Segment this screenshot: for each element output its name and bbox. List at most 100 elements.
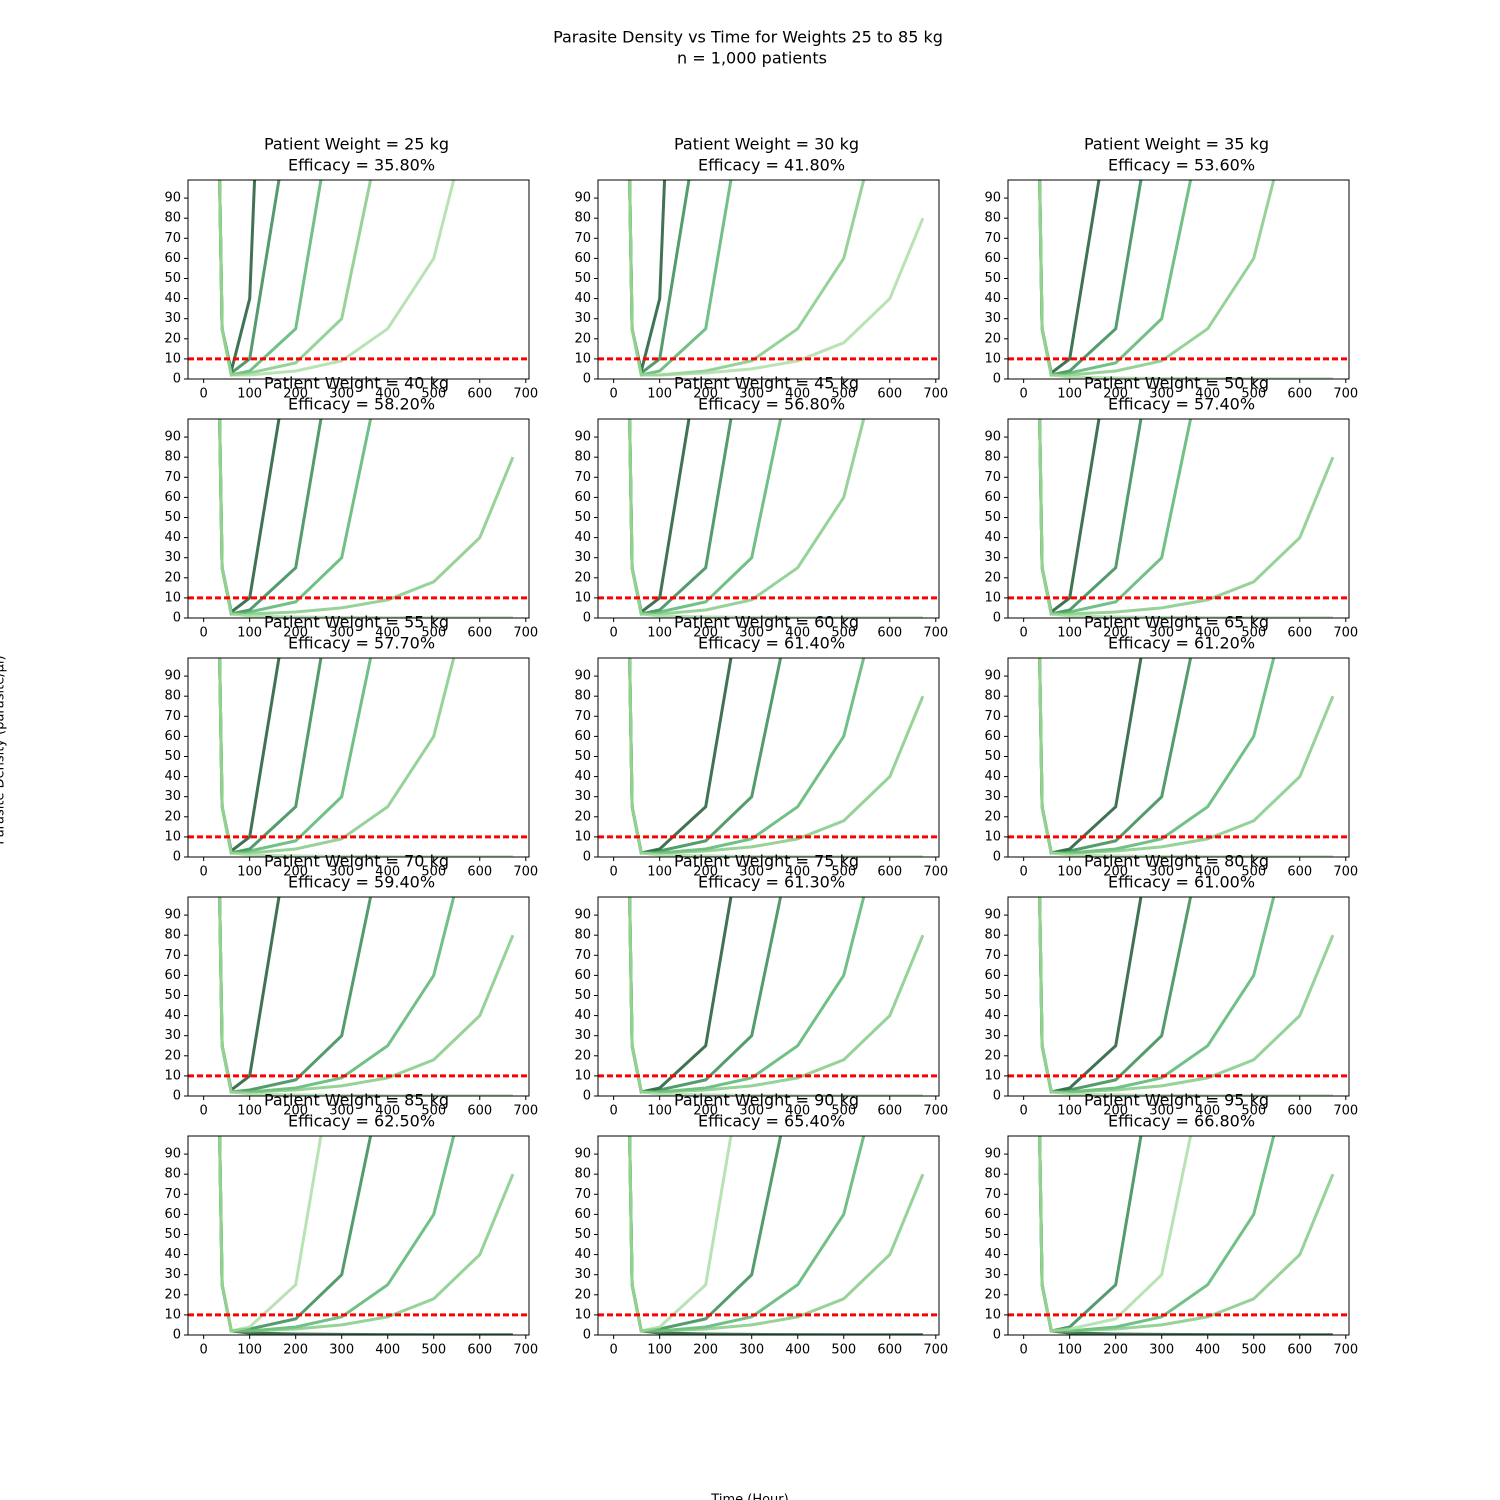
x-tick-label: 700 bbox=[513, 626, 538, 641]
x-tick-label: 100 bbox=[1057, 1104, 1082, 1119]
x-tick-label: 700 bbox=[923, 865, 948, 880]
x-tick-label: 600 bbox=[877, 626, 902, 641]
x-tick-label: 500 bbox=[1241, 865, 1266, 880]
subplot-subtitle: Efficacy = 57.40% bbox=[1108, 395, 1255, 414]
patient-curve bbox=[218, 658, 513, 857]
y-tick-label: 80 bbox=[164, 689, 181, 704]
y-tick-label: 0 bbox=[583, 1089, 591, 1104]
y-tick-label: 90 bbox=[574, 191, 591, 206]
y-tick-label: 50 bbox=[984, 510, 1001, 525]
patient-curve bbox=[218, 419, 323, 616]
subplot-subtitle: Efficacy = 35.80% bbox=[288, 156, 435, 175]
subplot-title: Patient Weight = 30 kg bbox=[674, 135, 859, 154]
y-tick-label: 60 bbox=[164, 968, 181, 983]
y-tick-label: 10 bbox=[574, 590, 591, 605]
x-tick-label: 200 bbox=[283, 1104, 308, 1119]
x-tick-label: 100 bbox=[1057, 1343, 1082, 1358]
patient-curve bbox=[218, 658, 281, 854]
x-tick-label: 600 bbox=[467, 626, 492, 641]
subplot-title: Patient Weight = 90 kg bbox=[674, 1091, 859, 1110]
y-tick-label: 80 bbox=[574, 928, 591, 943]
x-tick-label: 500 bbox=[421, 865, 446, 880]
y-tick-label: 60 bbox=[984, 729, 1001, 744]
y-tick-label: 80 bbox=[984, 689, 1001, 704]
y-tick-label: 80 bbox=[984, 450, 1001, 465]
y-tick-label: 20 bbox=[984, 809, 1001, 824]
figure-title: Parasite Density vs Time for Weights 25 … bbox=[553, 28, 943, 47]
y-tick-label: 90 bbox=[164, 1147, 181, 1162]
y-tick-label: 10 bbox=[984, 1068, 1001, 1083]
x-tick-label: 500 bbox=[1241, 1343, 1266, 1358]
subplot-subtitle: Efficacy = 56.80% bbox=[698, 395, 845, 414]
patient-curve bbox=[628, 658, 925, 855]
y-tick-label: 80 bbox=[574, 689, 591, 704]
y-tick-label: 0 bbox=[173, 1089, 181, 1104]
axes-frame bbox=[597, 179, 940, 380]
y-tick-label: 10 bbox=[984, 351, 1001, 366]
y-tick-label: 50 bbox=[164, 1227, 181, 1242]
subplot-title: Patient Weight = 65 kg bbox=[1084, 613, 1269, 632]
x-tick-label: 700 bbox=[923, 626, 948, 641]
x-tick-label: 500 bbox=[831, 865, 856, 880]
subplot-subtitle: Efficacy = 57.70% bbox=[288, 634, 435, 653]
axes-frame bbox=[1007, 1135, 1350, 1336]
y-tick-label: 90 bbox=[984, 1147, 1001, 1162]
y-tick-label: 60 bbox=[574, 729, 591, 744]
x-tick-label: 400 bbox=[1195, 1104, 1220, 1119]
y-tick-label: 80 bbox=[164, 211, 181, 226]
y-tick-label: 50 bbox=[164, 510, 181, 525]
y-tick-label: 40 bbox=[164, 530, 181, 545]
y-tick-label: 90 bbox=[984, 191, 1001, 206]
patient-curve bbox=[1038, 180, 1101, 376]
x-tick-label: 600 bbox=[877, 387, 902, 402]
y-tick-label: 10 bbox=[984, 829, 1001, 844]
x-tick-label: 300 bbox=[1149, 865, 1174, 880]
y-tick-label: 40 bbox=[164, 1008, 181, 1023]
x-tick-label: 400 bbox=[785, 1343, 810, 1358]
patient-curve bbox=[628, 1136, 925, 1333]
y-tick-label: 30 bbox=[164, 311, 181, 326]
y-tick-label: 80 bbox=[984, 211, 1001, 226]
x-tick-label: 200 bbox=[283, 387, 308, 402]
y-tick-label: 90 bbox=[164, 430, 181, 445]
y-tick-label: 50 bbox=[574, 1227, 591, 1242]
plot-area bbox=[1008, 658, 1349, 857]
x-tick-label: 100 bbox=[1057, 865, 1082, 880]
y-tick-label: 70 bbox=[574, 709, 591, 724]
figure-subtitle: n = 1,000 patients bbox=[677, 49, 827, 68]
patient-curve bbox=[218, 658, 456, 855]
x-tick-label: 300 bbox=[1149, 1104, 1174, 1119]
x-tick-label: 100 bbox=[237, 626, 262, 641]
y-tick-label: 60 bbox=[164, 490, 181, 505]
x-tick-label: 0 bbox=[200, 626, 208, 641]
axes-frame bbox=[597, 418, 940, 619]
patient-curve bbox=[628, 419, 733, 616]
patient-curve bbox=[1038, 658, 1193, 855]
x-tick-label: 0 bbox=[610, 387, 618, 402]
x-tick-label: 0 bbox=[610, 1343, 618, 1358]
y-tick-label: 20 bbox=[164, 331, 181, 346]
y-tick-label: 50 bbox=[164, 988, 181, 1003]
y-tick-label: 90 bbox=[574, 908, 591, 923]
y-tick-label: 20 bbox=[164, 570, 181, 585]
y-tick-label: 70 bbox=[164, 1187, 181, 1202]
subplot-subtitle: Efficacy = 61.00% bbox=[1108, 873, 1255, 892]
patient-curve bbox=[218, 180, 257, 372]
x-tick-label: 500 bbox=[421, 1104, 446, 1119]
y-tick-label: 70 bbox=[164, 709, 181, 724]
y-tick-label: 40 bbox=[984, 291, 1001, 306]
subplot-subtitle: Efficacy = 53.60% bbox=[1108, 156, 1255, 175]
y-tick-label: 40 bbox=[984, 769, 1001, 784]
y-tick-label: 30 bbox=[984, 1267, 1001, 1282]
x-tick-label: 100 bbox=[647, 626, 672, 641]
patient-curve bbox=[218, 897, 515, 1094]
x-tick-label: 700 bbox=[513, 1104, 538, 1119]
y-tick-label: 20 bbox=[574, 809, 591, 824]
y-tick-label: 80 bbox=[574, 1167, 591, 1182]
subplot-title: Patient Weight = 50 kg bbox=[1084, 374, 1269, 393]
x-tick-label: 600 bbox=[1287, 865, 1312, 880]
patient-curve bbox=[218, 1136, 515, 1333]
subplot-subtitle: Efficacy = 61.20% bbox=[1108, 634, 1255, 653]
y-tick-label: 10 bbox=[164, 590, 181, 605]
